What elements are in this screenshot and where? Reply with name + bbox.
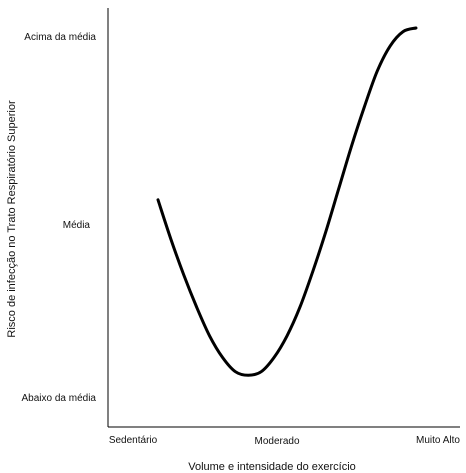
x-tick-label-low: Sedentário: [109, 435, 158, 446]
series-line: [156, 26, 418, 377]
y-tick-label-low: Abaixo da média: [22, 393, 97, 404]
y-tick-label-mid: Média: [63, 220, 91, 231]
x-tick-labels: Sedentário Moderado Muito Alto: [109, 435, 461, 447]
x-tick-label-mid: Moderado: [254, 436, 299, 447]
plot-frame: [107, 8, 460, 428]
y-axis-title: Risco de infecção no Trato Respiratório …: [6, 100, 18, 338]
x-axis-title: Volume e intensidade do exercício: [188, 461, 356, 473]
y-tick-label-high: Acima da média: [24, 32, 96, 43]
y-tick-labels: Abaixo da média Média Acima da média: [22, 32, 97, 404]
x-tick-label-high: Muito Alto: [416, 435, 460, 446]
